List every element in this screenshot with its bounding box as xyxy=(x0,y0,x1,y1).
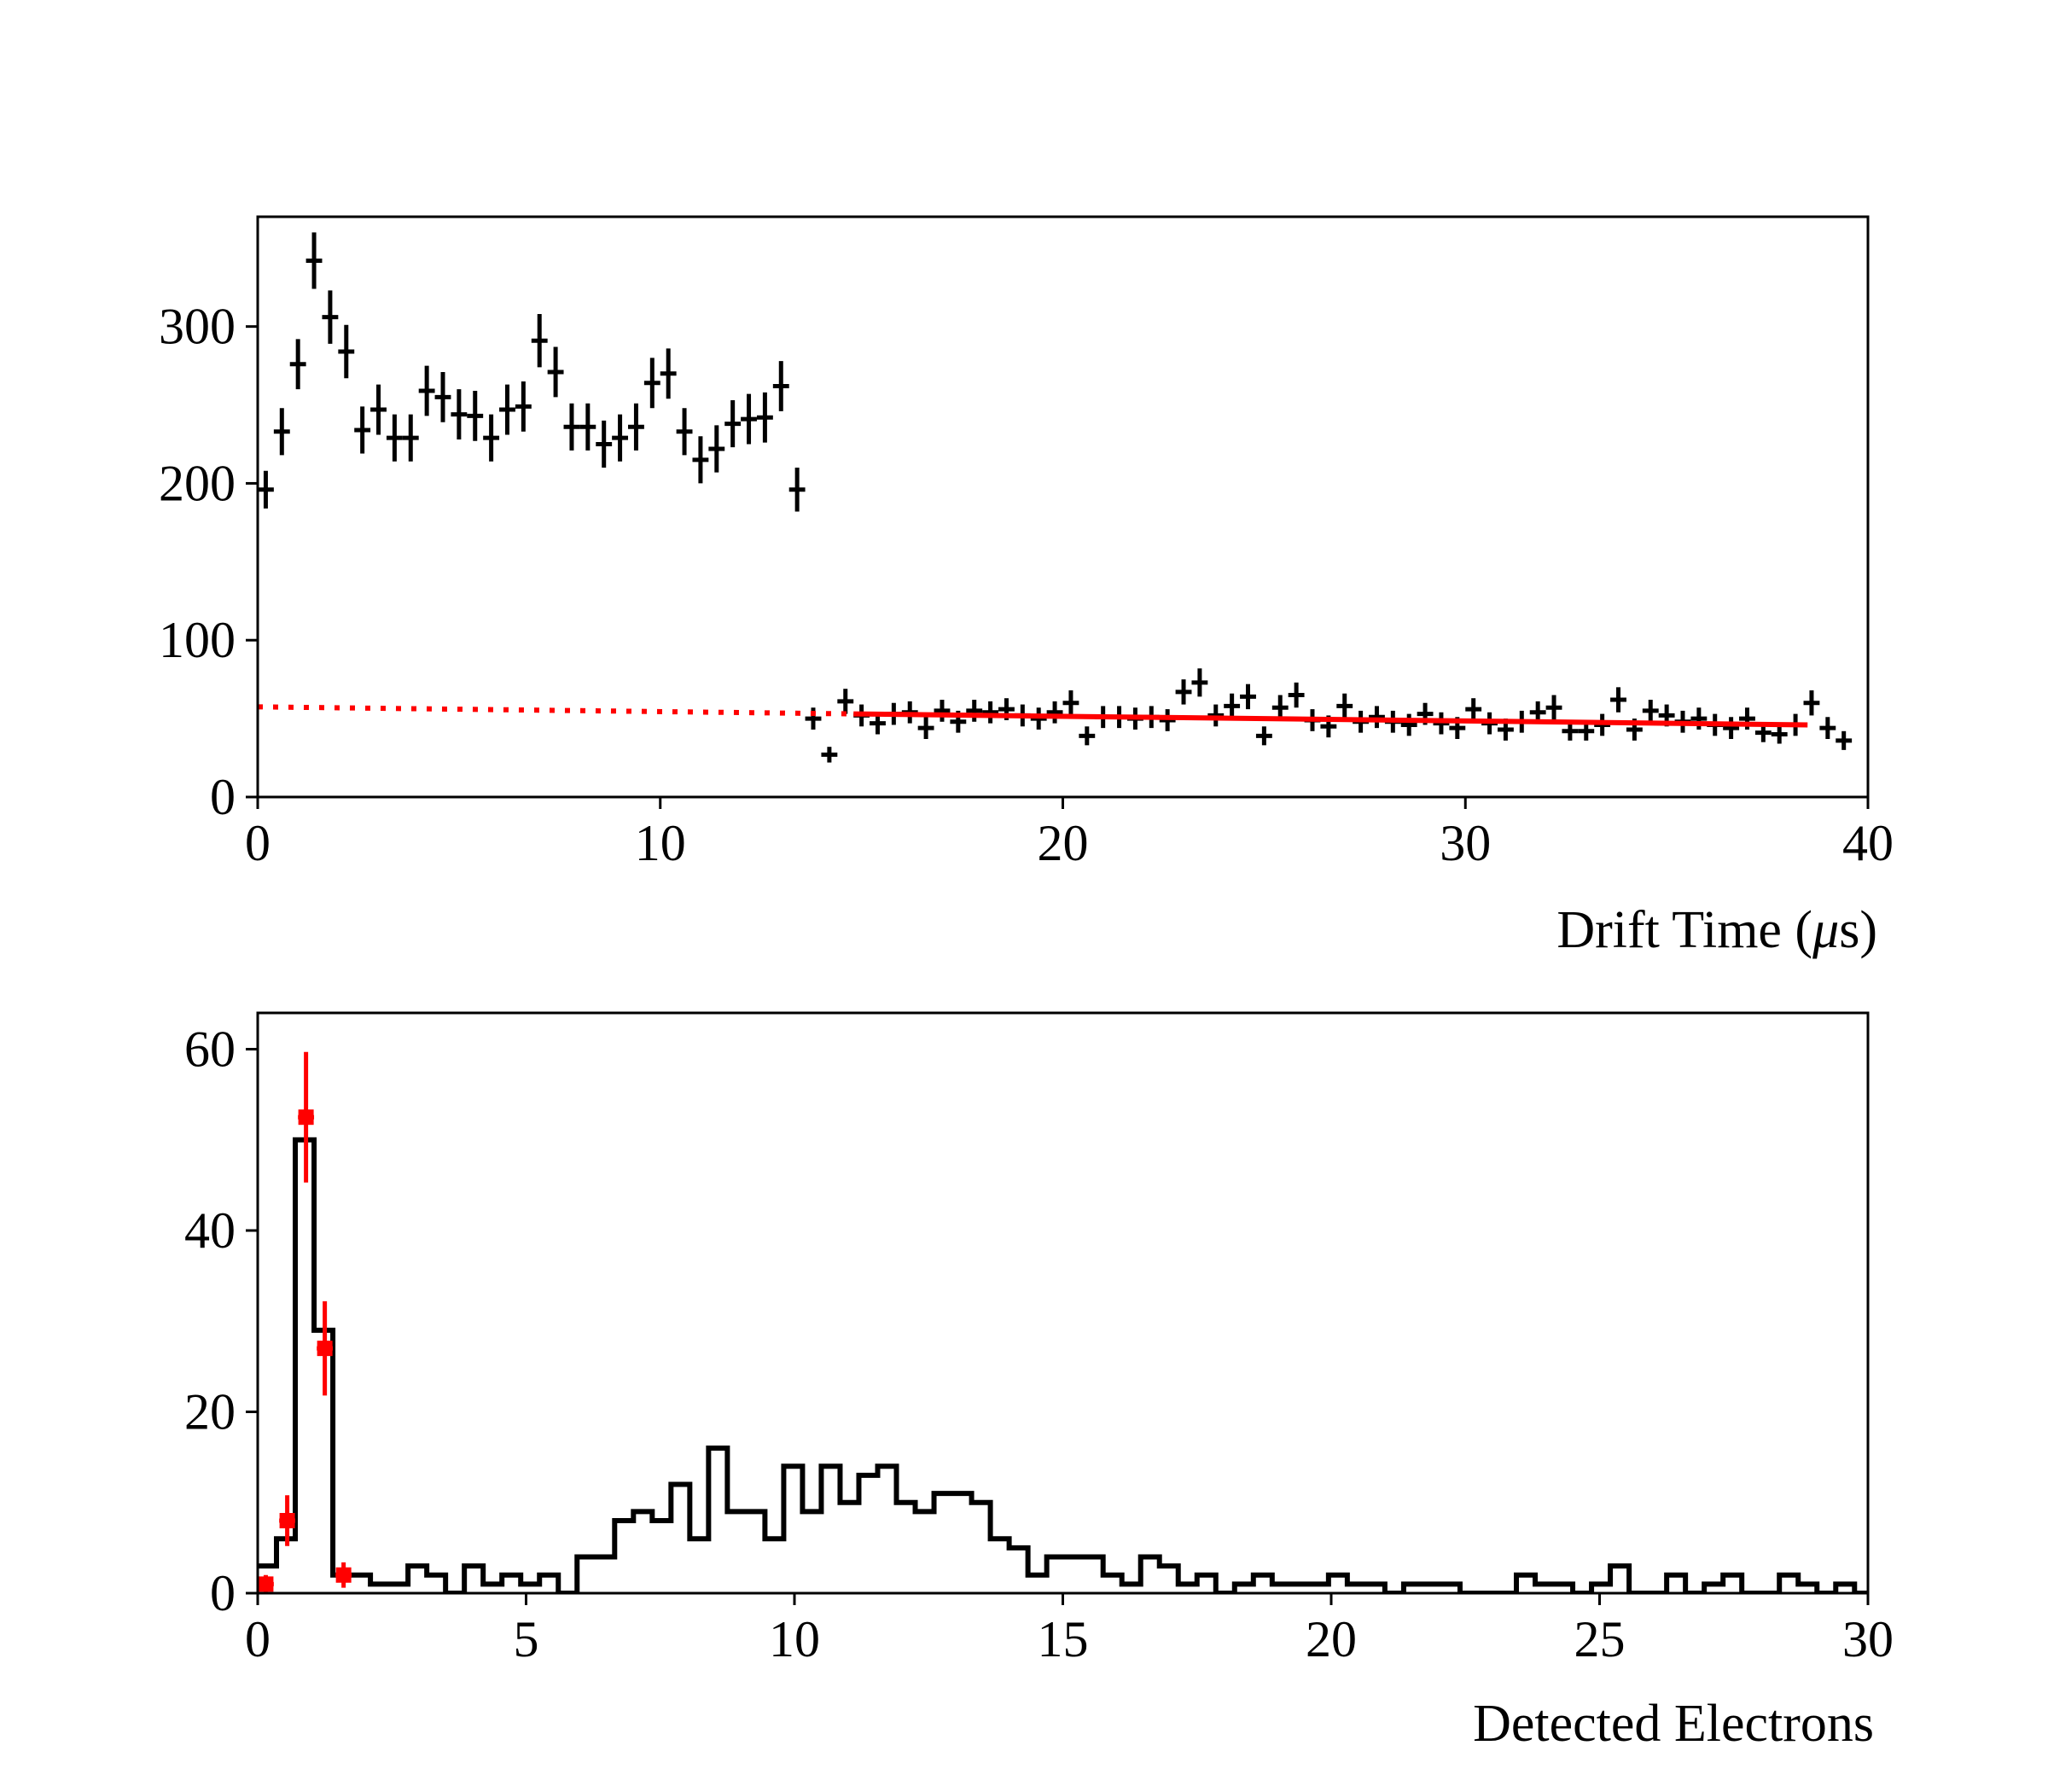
bottom-tick-labels: 0 5 10 15 20 25 30 0 20 40 60 xyxy=(184,1021,1894,1668)
bottom-panel: 0 5 10 15 20 25 30 0 20 40 60 Detected Electrons xyxy=(184,1011,1894,1753)
bottom-x-tick-label: 30 xyxy=(1842,1611,1894,1667)
bottom-tick-marks xyxy=(246,1048,1870,1605)
model-marker xyxy=(298,1109,314,1126)
top-x-axis-label: Drift Time (μs) xyxy=(1556,901,1877,959)
bottom-x-tick-label: 20 xyxy=(1306,1611,1357,1667)
bottom-x-tick-label: 0 xyxy=(245,1611,271,1667)
fit-line xyxy=(853,711,1808,728)
top-tick-marks xyxy=(246,325,1870,809)
bottom-x-tick-label: 25 xyxy=(1574,1611,1626,1667)
top-plot-area xyxy=(258,232,1853,763)
top-panel: 0 10 20 30 40 0 100 200 300 Drift Time (μs) xyxy=(159,215,1894,959)
bottom-x-tick-label: 15 xyxy=(1038,1611,1089,1667)
top-y-tick-label: 200 xyxy=(159,455,236,511)
top-x-tick-label: 10 xyxy=(635,815,686,871)
model-marker xyxy=(335,1567,352,1583)
top-tick-labels: 0 10 20 30 40 0 100 200 300 xyxy=(159,299,1894,871)
bottom-plot-area xyxy=(258,1051,1868,1593)
bottom-y-tick-label: 40 xyxy=(184,1202,236,1259)
bottom-x-tick-label: 10 xyxy=(769,1611,820,1667)
top-y-tick-label: 100 xyxy=(159,612,236,668)
bottom-y-tick-label: 60 xyxy=(184,1021,236,1078)
top-x-tick-label: 0 xyxy=(245,815,271,871)
top-y-tick-label: 0 xyxy=(210,769,236,825)
model-marker xyxy=(258,1576,274,1592)
top-x-tick-label: 40 xyxy=(1842,815,1894,871)
bottom-x-axis-label: Detected Electrons xyxy=(1473,1695,1874,1753)
top-y-tick-label: 300 xyxy=(159,299,236,355)
bottom-y-tick-label: 20 xyxy=(184,1384,236,1440)
model-marker xyxy=(317,1341,333,1357)
top-x-tick-label: 20 xyxy=(1038,815,1089,871)
histogram-step xyxy=(258,1137,1868,1593)
top-x-tick-label: 30 xyxy=(1440,815,1491,871)
model-marker xyxy=(279,1513,295,1528)
bottom-x-tick-label: 5 xyxy=(514,1611,539,1667)
fit-extrapolation-line xyxy=(258,704,854,717)
bottom-y-tick-label: 0 xyxy=(210,1565,236,1621)
